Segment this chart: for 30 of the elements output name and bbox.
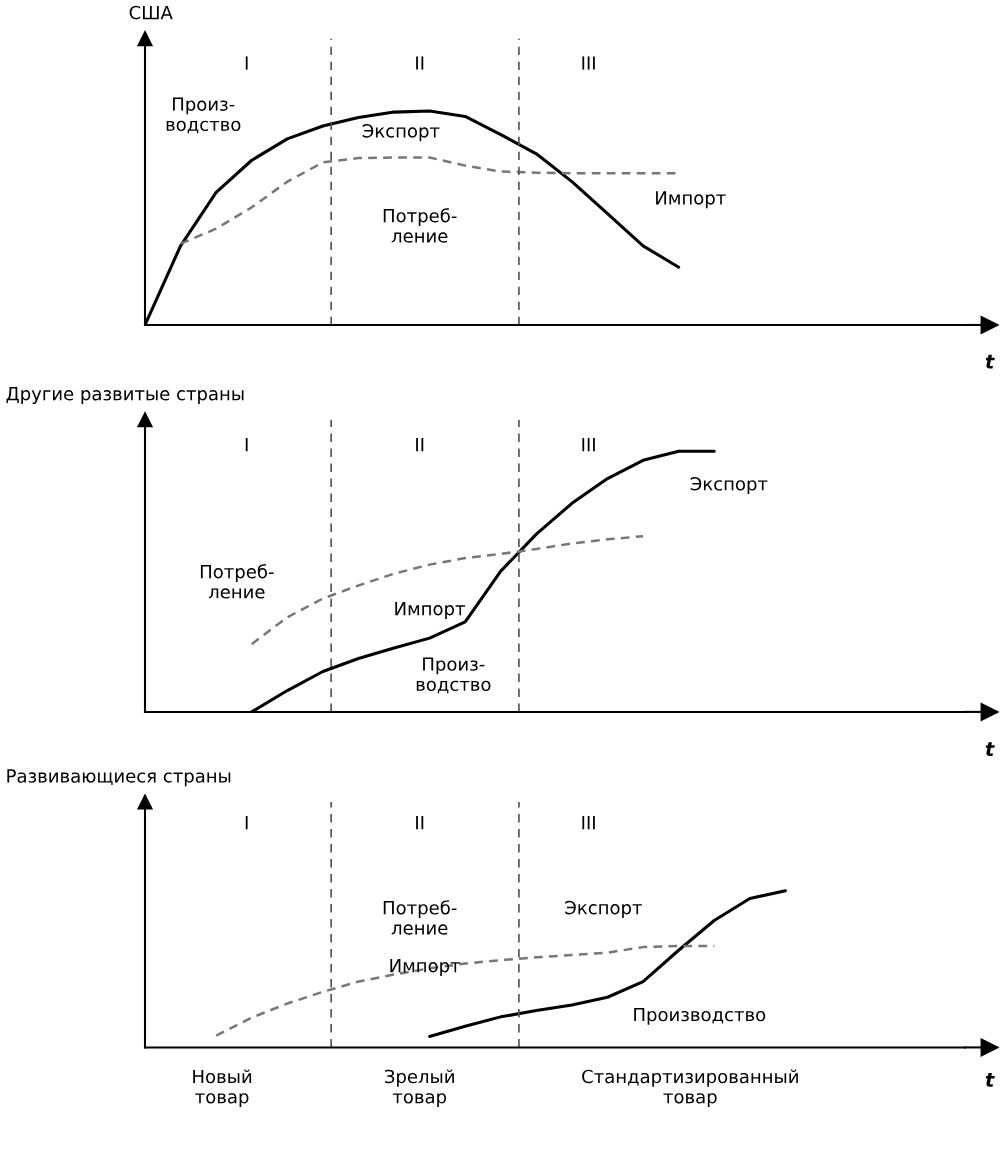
annotation: Импорт bbox=[656, 191, 726, 209]
text: Новый товар bbox=[193, 1069, 252, 1108]
annotation: Импорт bbox=[390, 959, 461, 976]
x-axis-title: t bbox=[985, 354, 995, 369]
chart-title: Развивающиеся страны bbox=[7, 769, 231, 787]
annotation: Произ- водство bbox=[416, 657, 491, 694]
text: III bbox=[582, 56, 595, 70]
annotation: Экспорт bbox=[362, 124, 440, 142]
annotation: Произ- водство bbox=[166, 97, 241, 134]
text: III bbox=[582, 816, 595, 830]
annotation: Потреб- ление bbox=[383, 208, 457, 243]
text: Стандартизированный товар bbox=[582, 1069, 798, 1108]
chart-title: США bbox=[129, 5, 173, 20]
annotation: Экспорт bbox=[565, 900, 642, 918]
annotation: I bbox=[245, 438, 248, 452]
annotation: Экспорт bbox=[690, 476, 768, 495]
text: Зрелый товар bbox=[385, 1069, 454, 1108]
text: II bbox=[416, 56, 424, 70]
text: I bbox=[245, 56, 248, 70]
annotation: Производство bbox=[634, 1007, 766, 1025]
annotation: II bbox=[416, 438, 424, 452]
annotation: III bbox=[582, 438, 595, 452]
annotation: Импорт bbox=[395, 602, 465, 619]
chart-title: Другие развитые страны bbox=[6, 387, 244, 404]
annotation: Потреб- ление bbox=[383, 900, 457, 935]
text: II bbox=[416, 816, 424, 830]
annotation: Потреб- ление bbox=[200, 564, 274, 599]
text: I bbox=[245, 816, 248, 830]
x-axis-title: t bbox=[985, 1073, 995, 1087]
x-axis-title: t bbox=[985, 742, 995, 756]
